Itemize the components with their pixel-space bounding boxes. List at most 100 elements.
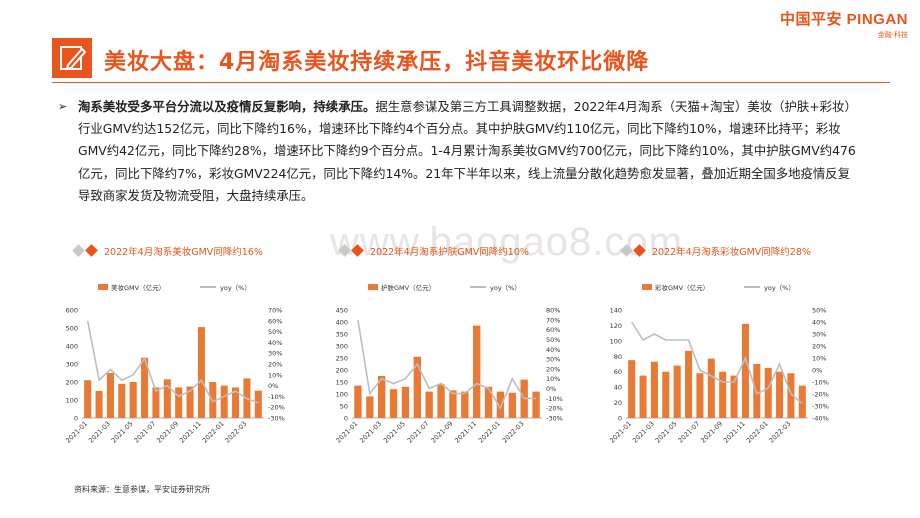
bar [401, 386, 410, 418]
chart-heading-1: 2022年4月淘系美妆GMV同降约16% [72, 244, 263, 258]
bar [354, 385, 362, 418]
bar [152, 387, 160, 418]
gmv-chart-color-cosmetics: 彩妆GMV（亿元） yoy（%） 0 20 40 60 80 100 120 140 -40% -30… [608, 283, 829, 445]
y-right-tick-label: -20% [812, 391, 829, 399]
y-left-tick-label: 500 [66, 325, 78, 333]
bar [685, 350, 693, 418]
bar [496, 391, 505, 418]
x-tick-label: 2021-11 [722, 420, 747, 445]
y-right-tick-label: 50% [546, 336, 560, 344]
legend-swatch-bar [98, 284, 108, 290]
x-tick-label: 2022-01 [477, 420, 502, 445]
bar [484, 386, 493, 418]
y-right-tick-label: 60% [546, 326, 560, 334]
bar [719, 371, 727, 418]
bar [378, 376, 386, 418]
y-right-tick-label: -10% [546, 395, 563, 403]
bar [776, 371, 784, 418]
legend-label-line: yoy（%） [490, 284, 521, 292]
y-left-tick-label: 300 [336, 343, 348, 351]
y-right-tick-label: 70% [546, 316, 560, 324]
y-right-tick-label: -30% [546, 415, 563, 423]
bar [232, 387, 240, 418]
y-right-tick-label: -30% [268, 415, 285, 423]
bar [254, 390, 262, 418]
y-left-tick-label: 40 [614, 384, 622, 392]
x-tick-label: 2021-07 [676, 420, 701, 445]
bar [532, 391, 540, 418]
y-left-tick-label: 250 [336, 355, 348, 363]
y-left-tick-label: 0 [344, 415, 348, 423]
bar [175, 387, 183, 418]
bar [741, 323, 749, 418]
y-right-tick-label: 40% [268, 339, 282, 347]
y-right-tick-label: 30% [812, 331, 826, 339]
y-right-tick-label: -40% [812, 415, 829, 423]
bar [163, 379, 171, 418]
summary-body: 据生意参谋及第三方工具调整数据，2022年4月淘系（天猫+淘宝）美妆（护肤+彩妆… [78, 99, 857, 203]
bar [197, 327, 205, 418]
x-tick-label: 2021-01 [334, 420, 359, 445]
y-right-tick-label: 0% [546, 385, 556, 393]
y-left-tick-label: 100 [610, 337, 622, 345]
y-right-tick-label: 40% [546, 346, 560, 354]
legend-label-line: yoy（%） [764, 284, 795, 292]
diamond-icon [620, 244, 633, 257]
bar [413, 356, 421, 418]
x-tick-label: 2021-09 [155, 420, 180, 445]
gmv-chart-skincare: 护肤GMV（亿元） yoy（%） 0 50 100 150 200 250 300 350 400 4… [334, 283, 563, 445]
y-right-tick-label: 60% [268, 317, 282, 325]
logo-text: 中国平安 PINGAN [779, 11, 908, 28]
bar [437, 384, 445, 418]
y-left-tick-label: 80 [614, 353, 622, 361]
watermark: www.baogao8.com [330, 220, 683, 264]
legend-label-line: yoy（%） [220, 284, 251, 292]
x-tick-label: 2022-03 [501, 420, 526, 445]
y-left-tick-label: 350 [336, 331, 348, 339]
bar [209, 382, 217, 418]
bar [118, 383, 126, 418]
x-tick-label: 2022-01 [201, 420, 226, 445]
y-right-tick-label: -10% [268, 393, 285, 401]
bar [798, 385, 806, 418]
y-left-tick-label: 100 [336, 391, 348, 399]
page-title: 美妆大盘：4月淘系美妆持续承压，抖音美妆环比微降 [104, 50, 650, 75]
y-right-tick-label: -20% [268, 404, 285, 412]
y-left-tick-label: 200 [336, 367, 348, 375]
x-tick-label: 2021-03 [631, 420, 656, 445]
summary-lead: 淘系美妆受多平台分流以及疫情反复影响，持续承压。 [78, 99, 376, 114]
x-tick-label: 2022-03 [767, 420, 792, 445]
x-tick-label: 2021-07 [132, 420, 157, 445]
y-right-tick-label: -10% [812, 379, 829, 387]
diamond-icon [72, 244, 85, 257]
y-left-tick-label: 300 [66, 361, 78, 369]
y-left-tick-label: 400 [336, 319, 348, 327]
y-right-tick-label: 0% [268, 382, 278, 390]
bar [461, 391, 469, 418]
bar [129, 382, 137, 418]
bar [650, 361, 658, 418]
y-right-tick-label: 20% [546, 365, 560, 373]
y-left-tick-label: 100 [66, 397, 78, 405]
y-right-tick-label: 20% [812, 343, 826, 351]
y-right-tick-label: -30% [812, 403, 829, 411]
bar [220, 385, 228, 418]
bullet-arrow-icon: ➢ [58, 100, 68, 113]
y-right-tick-label: 10% [546, 375, 560, 383]
x-tick-label: 2021-11 [178, 420, 203, 445]
bar [389, 389, 398, 418]
legend-swatch-bar [368, 284, 378, 290]
y-right-tick-label: -20% [546, 405, 563, 413]
x-tick-label: 2022-01 [745, 420, 770, 445]
bar [707, 358, 715, 418]
x-tick-label: 2021-01 [608, 420, 633, 445]
chart-legend: 彩妆GMV（亿元） yoy（%） [642, 283, 795, 292]
brand-logo: 中国平安 PINGAN 金融·科技 [780, 8, 908, 40]
y-left-tick-label: 50 [340, 403, 348, 411]
legend-label-bar: 护肤GMV（亿元） [381, 283, 435, 292]
x-tick-label: 2021-01 [64, 420, 89, 445]
x-tick-label: 2021-09 [429, 420, 454, 445]
bar [787, 373, 795, 418]
bar [730, 375, 738, 418]
chart-legend: 护肤GMV（亿元） yoy（%） [368, 283, 521, 292]
